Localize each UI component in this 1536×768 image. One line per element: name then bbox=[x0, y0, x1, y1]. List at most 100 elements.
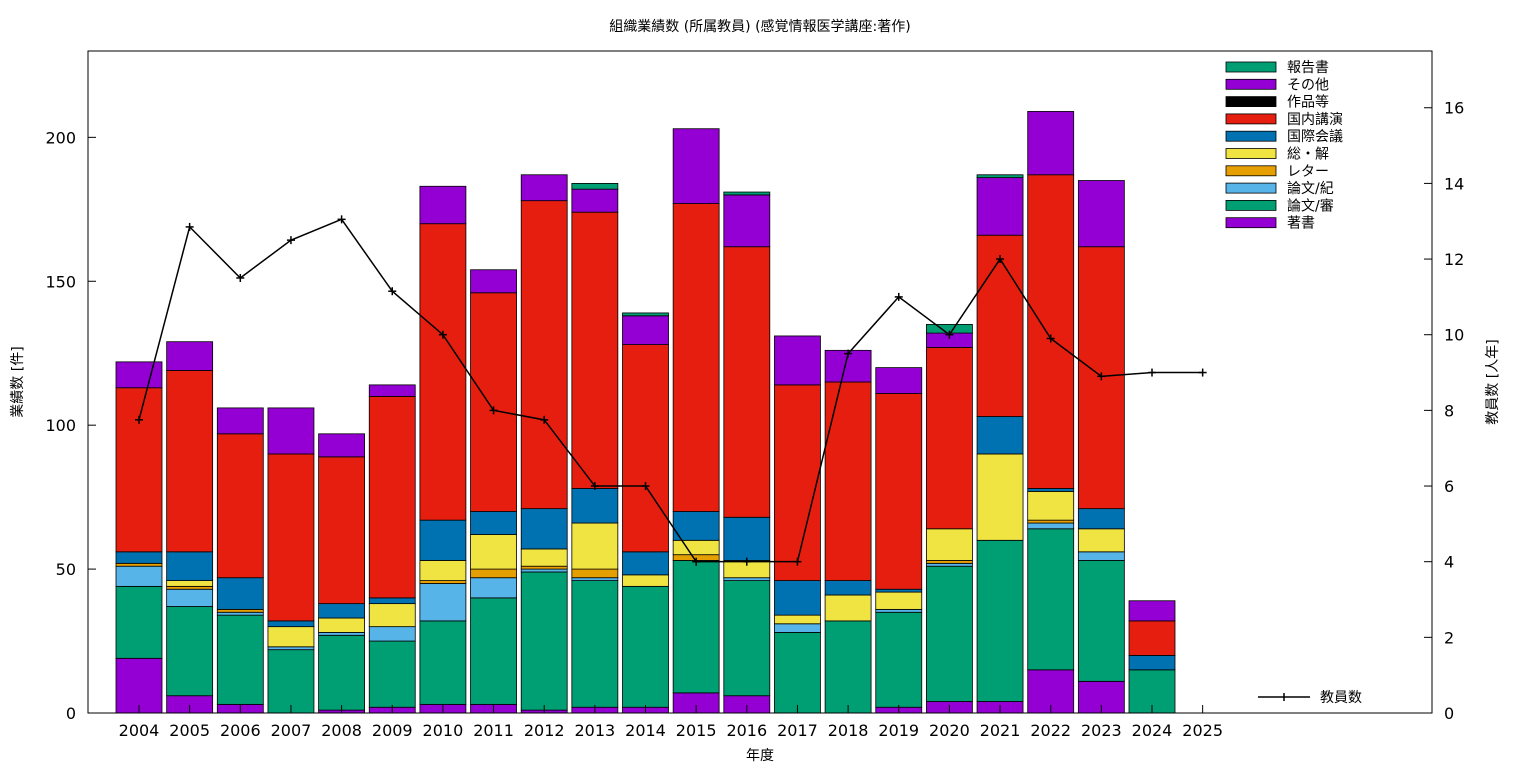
legend-item: 著書 bbox=[1225, 216, 1315, 232]
bar-segment bbox=[774, 623, 821, 633]
bar-segment bbox=[318, 456, 366, 605]
x-tick-label: 2012 bbox=[524, 721, 565, 740]
line-point bbox=[1046, 334, 1055, 343]
bar-segment bbox=[470, 292, 517, 512]
x-tick-label: 2016 bbox=[726, 721, 767, 740]
line-point bbox=[438, 330, 447, 339]
bar-segment bbox=[622, 315, 669, 345]
bar-segment bbox=[976, 416, 1024, 455]
bar-segment bbox=[368, 395, 416, 599]
legend-swatch bbox=[1225, 182, 1277, 194]
bar-segment bbox=[470, 577, 517, 599]
x-tick-label: 2006 bbox=[220, 721, 261, 740]
legend-swatch bbox=[1225, 130, 1277, 142]
bar-segment bbox=[1027, 490, 1075, 521]
bar-segment bbox=[976, 453, 1024, 541]
bar-segment bbox=[470, 534, 517, 570]
x-axis-label: 年度 bbox=[746, 748, 774, 764]
line-point bbox=[185, 222, 194, 231]
bar-segment bbox=[115, 565, 163, 587]
line-point bbox=[742, 557, 751, 566]
bar-segment bbox=[520, 565, 568, 570]
legend-item: 報告書 bbox=[1225, 60, 1329, 76]
bar-segment bbox=[976, 539, 1024, 702]
bar-segment bbox=[115, 562, 163, 567]
y-tick-label: 200 bbox=[45, 128, 76, 147]
bar-segment bbox=[1027, 528, 1075, 671]
x-tick-label: 2004 bbox=[119, 721, 160, 740]
bar-segment bbox=[520, 571, 568, 711]
legend-label: 著書 bbox=[1287, 216, 1315, 232]
bar-group bbox=[115, 111, 1176, 714]
x-tick-label: 2021 bbox=[980, 721, 1021, 740]
x-tick-label: 2014 bbox=[625, 721, 666, 740]
line-point bbox=[692, 557, 701, 566]
legend-swatch bbox=[1225, 217, 1277, 229]
line-point bbox=[489, 406, 498, 415]
y2-tick-label: 2 bbox=[1444, 628, 1454, 647]
plot-frame bbox=[87, 50, 1433, 714]
bar-segment bbox=[875, 393, 923, 590]
chart-title: 組織業績数 (所属教員) (感覚情報医学講座:著作) bbox=[609, 18, 910, 35]
x-tick-label: 2018 bbox=[828, 721, 869, 740]
bar-segment bbox=[875, 611, 923, 708]
bar-segment bbox=[672, 539, 720, 556]
legend-item: 論文/審 bbox=[1225, 198, 1334, 214]
bar-segment bbox=[622, 312, 669, 317]
bar-segment bbox=[267, 646, 315, 651]
bar-segment bbox=[1077, 551, 1125, 561]
bar-segment bbox=[216, 608, 264, 613]
bar-segment bbox=[368, 640, 416, 708]
bar-segment bbox=[1077, 180, 1125, 248]
bar-segment bbox=[1077, 528, 1125, 553]
bar-segment bbox=[1027, 488, 1075, 492]
line-group bbox=[135, 215, 1207, 566]
x-tick-label: 2017 bbox=[777, 721, 818, 740]
x-tick-label: 2005 bbox=[169, 721, 210, 740]
bar-segment bbox=[622, 344, 669, 553]
x-tick-label: 2020 bbox=[929, 721, 970, 740]
line-point bbox=[337, 215, 346, 224]
bar-segment bbox=[115, 585, 163, 659]
x-tick-label: 2011 bbox=[473, 721, 514, 740]
legend-swatch bbox=[1225, 113, 1277, 125]
bar-segment bbox=[723, 580, 771, 697]
bar-segment bbox=[1027, 519, 1075, 524]
bar-segment bbox=[1128, 600, 1176, 622]
bar-segment bbox=[622, 574, 669, 587]
bar-segment bbox=[368, 384, 416, 397]
bar-segment bbox=[166, 580, 214, 587]
line-series bbox=[138, 218, 1203, 563]
bar-segment bbox=[723, 191, 771, 196]
bar-segment bbox=[1027, 522, 1075, 530]
legend-swatch bbox=[1225, 61, 1277, 73]
bar-segment bbox=[216, 577, 264, 610]
bar-segment bbox=[571, 182, 619, 190]
bar-segment bbox=[166, 551, 214, 581]
bar-segment bbox=[419, 580, 467, 584]
bar-segment bbox=[318, 433, 366, 458]
bar-segment bbox=[267, 453, 315, 622]
legend-label: 報告書 bbox=[1287, 60, 1329, 76]
bar-segment bbox=[926, 565, 973, 702]
bar-segment bbox=[520, 200, 568, 510]
line-point bbox=[540, 415, 549, 424]
bar-segment bbox=[1077, 508, 1125, 530]
x-tick-label: 2008 bbox=[321, 721, 362, 740]
bar-segment bbox=[875, 608, 923, 613]
bar-segment bbox=[571, 580, 619, 708]
y-tick-label: 150 bbox=[45, 272, 76, 291]
line-point bbox=[388, 287, 397, 296]
bar-segment bbox=[774, 384, 821, 582]
x-tick-label: 2022 bbox=[1030, 721, 1071, 740]
line-point bbox=[286, 236, 295, 245]
y2-tick-label: 14 bbox=[1444, 174, 1464, 193]
bar-segment bbox=[368, 626, 416, 642]
bar-segment bbox=[774, 335, 821, 386]
line-point bbox=[793, 557, 802, 566]
bar-segment bbox=[419, 583, 467, 622]
bar-segment bbox=[926, 347, 973, 530]
bar-segment bbox=[318, 632, 366, 636]
bar-segment bbox=[419, 620, 467, 705]
